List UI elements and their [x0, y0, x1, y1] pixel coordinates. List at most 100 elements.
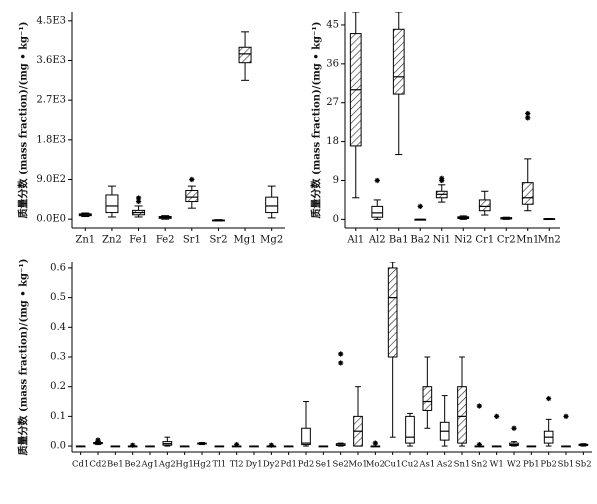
- x-tick-label: Cr2: [497, 235, 516, 246]
- y-axis-label: 质量分数 (mass fraction)/(mg • kg⁻¹): [17, 22, 30, 219]
- x-tick-label: Pb2: [540, 460, 557, 470]
- box: [521, 182, 534, 205]
- y-tick-label: 0.0: [50, 441, 66, 452]
- x-tick-label: Pd2: [298, 460, 315, 470]
- x-tick-label: Cd2: [89, 460, 106, 470]
- y-tick-label: 27: [326, 97, 339, 108]
- y-tick-label: 4.5E3: [36, 15, 66, 26]
- x-tick-label: Ag2: [158, 460, 176, 470]
- x-tick-label: Hg1: [176, 460, 194, 470]
- x-tick-label: Fe2: [156, 235, 175, 246]
- x-tick-label: Dy2: [263, 460, 280, 470]
- box: [392, 28, 405, 95]
- x-tick-label: Sb1: [558, 460, 575, 470]
- y-tick-label: 9.0E2: [36, 174, 66, 185]
- box: [387, 267, 398, 358]
- x-tick-label: Pd1: [280, 460, 297, 470]
- box: [478, 199, 491, 212]
- y-tick-label: 0.6: [50, 262, 66, 273]
- x-tick-label: Mn1: [516, 235, 539, 246]
- x-tick-label: Ni1: [433, 235, 451, 246]
- x-tick-label: Ni2: [454, 235, 472, 246]
- x-tick-label: Mn2: [538, 235, 561, 246]
- boxes: [75, 262, 589, 448]
- outlier: [476, 441, 482, 448]
- outlier: [417, 203, 423, 209]
- x-tick-label: Zn2: [102, 235, 122, 246]
- x-tick-label: Dy1: [245, 460, 262, 470]
- outlier: [234, 441, 240, 448]
- outlier: [135, 195, 142, 201]
- box: [265, 196, 279, 214]
- outlier: [476, 403, 482, 409]
- outlier: [546, 395, 552, 402]
- box: [105, 194, 119, 214]
- x-tick-label: Zn1: [75, 235, 95, 246]
- x-tick-label: Tl1: [212, 460, 226, 470]
- boxes: [78, 31, 279, 222]
- x-tick-label: Ba2: [410, 235, 430, 246]
- x-tick-label: Be1: [107, 460, 124, 470]
- y-tick-label: 0: [333, 214, 339, 225]
- x-tick-label: Sb2: [575, 460, 592, 470]
- x-tick-label: Ag1: [141, 460, 159, 470]
- x-tick-label: Hg2: [193, 460, 211, 470]
- y-tick-label: 0.3: [50, 352, 66, 363]
- x-tick-label: Mo2: [366, 460, 385, 470]
- outlier: [95, 437, 101, 443]
- x-tick-label: Mg2: [260, 235, 283, 246]
- box: [422, 386, 433, 411]
- x-tick-label: Pb1: [523, 460, 540, 470]
- box: [185, 190, 199, 203]
- x-tick-label: Mg1: [234, 235, 257, 246]
- y-tick-label: 0.2: [50, 381, 66, 392]
- outlier: [439, 175, 445, 181]
- outlier: [338, 351, 344, 357]
- x-tick-label: Al1: [346, 235, 364, 246]
- x-tick-label: Cu2: [401, 460, 418, 470]
- y-axis-label: 质量分数 (mass fraction)/(mg • kg⁻¹): [17, 259, 30, 456]
- x-tick-label: Al2: [368, 235, 386, 246]
- box: [301, 427, 311, 446]
- box: [238, 46, 252, 64]
- box: [405, 415, 415, 444]
- x-tick-label: As2: [436, 460, 453, 470]
- x-tick-label: Tl2: [230, 460, 244, 470]
- x-tick-label: Cr1: [475, 235, 494, 246]
- x-tick-label: Se1: [315, 460, 331, 470]
- x-tick-label: Se2: [333, 460, 349, 470]
- y-tick-label: 18: [326, 136, 339, 147]
- x-tick-label: W1: [490, 460, 504, 470]
- y-tick-label: 9: [333, 175, 339, 186]
- box: [371, 205, 384, 218]
- y-tick-label: 0.4: [50, 322, 66, 333]
- outlier: [268, 442, 274, 448]
- y-tick-label: 0.0E0: [36, 214, 66, 225]
- y-tick-label: 0.5: [50, 292, 66, 303]
- outlier: [189, 176, 195, 183]
- outlier: [338, 360, 344, 366]
- y-tick-label: 1.8E3: [36, 134, 66, 145]
- box: [457, 386, 467, 444]
- x-tick-label: Cu1: [384, 460, 401, 470]
- outlier: [374, 177, 380, 184]
- x-tick-label: Sr1: [183, 235, 201, 246]
- outlier: [563, 413, 569, 419]
- y-tick-label: 3.6E3: [36, 55, 66, 66]
- outlier: [525, 115, 531, 121]
- y-axis-label: 质量分数 (mass fraction)/(mg • kg⁻¹): [310, 22, 323, 219]
- outlier: [130, 442, 136, 448]
- outlier: [525, 110, 531, 117]
- y-tick-label: 2.7E3: [36, 95, 66, 106]
- outlier: [372, 440, 378, 446]
- x-tick-label: Sn1: [454, 460, 471, 470]
- x-tick-label: Sr2: [209, 235, 227, 246]
- x-tick-label: As1: [418, 460, 435, 470]
- x-tick-label: Mo1: [348, 460, 367, 470]
- outlier: [511, 425, 517, 431]
- outlier: [494, 413, 500, 419]
- x-tick-label: Cd1: [72, 460, 89, 470]
- outlier: [135, 198, 142, 205]
- y-tick-label: 45: [326, 19, 339, 30]
